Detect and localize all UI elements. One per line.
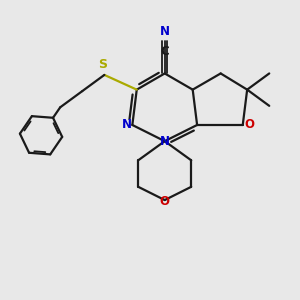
Text: O: O <box>244 118 254 131</box>
Text: N: N <box>160 135 170 148</box>
Text: N: N <box>122 118 132 131</box>
Text: S: S <box>98 58 107 71</box>
Text: N: N <box>160 25 170 38</box>
Text: O: O <box>160 195 170 208</box>
Text: C: C <box>160 45 169 58</box>
